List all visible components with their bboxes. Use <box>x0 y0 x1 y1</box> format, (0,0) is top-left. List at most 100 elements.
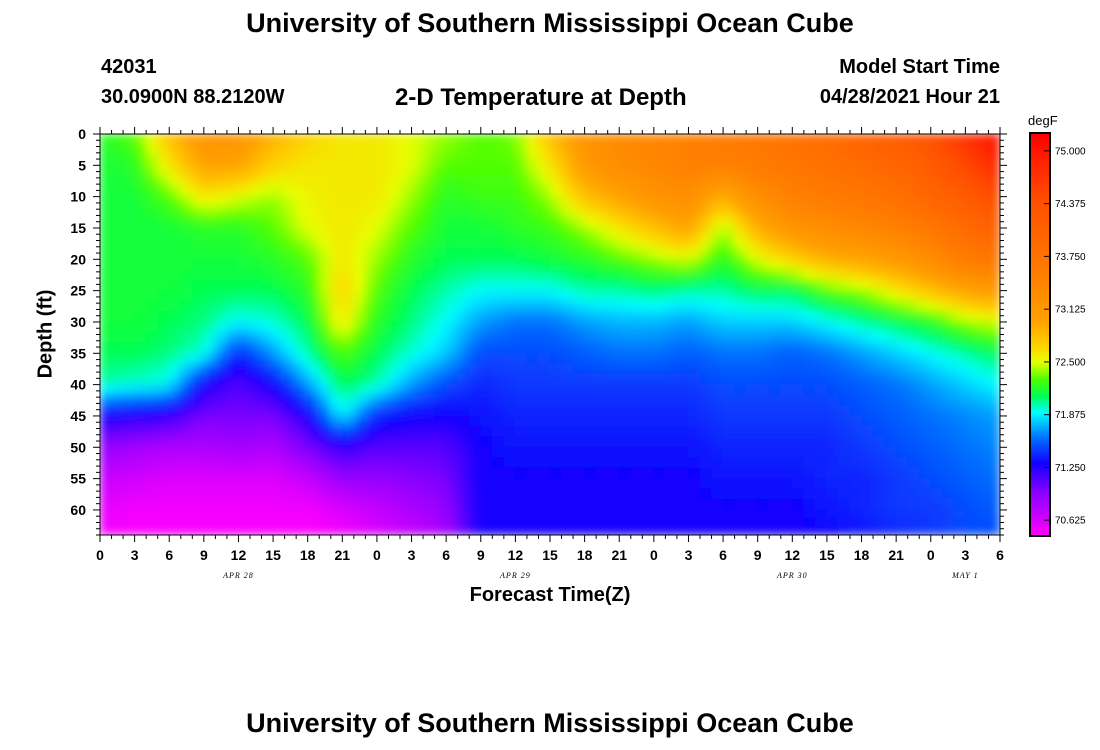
heatmap-cell <box>595 478 609 490</box>
heatmap-cell <box>203 363 216 375</box>
heatmap-cell <box>895 394 909 407</box>
heatmap-cell <box>699 321 713 333</box>
heatmap-cell <box>526 436 539 448</box>
heatmap-cell <box>699 352 713 365</box>
heatmap-cell <box>514 237 528 250</box>
heatmap-cell <box>203 405 216 417</box>
heatmap-cell <box>895 488 909 500</box>
heatmap-cell <box>122 488 136 500</box>
heatmap-cell <box>514 446 528 459</box>
heatmap-cell <box>157 185 170 198</box>
heatmap-cell <box>272 446 286 459</box>
heatmap-cell <box>837 352 851 365</box>
heatmap-cell <box>895 467 909 480</box>
heatmap-cell <box>861 488 874 500</box>
heatmap-cell <box>480 217 493 229</box>
heatmap-cell <box>641 509 655 519</box>
heatmap-cell <box>745 248 759 260</box>
heatmap-cell <box>630 342 643 354</box>
heatmap-cell <box>145 269 159 281</box>
heatmap-cell <box>226 143 239 156</box>
heatmap-cell <box>664 237 678 250</box>
heatmap-cell <box>630 311 643 323</box>
heatmap-cell <box>953 394 966 407</box>
heatmap-cell <box>618 217 632 229</box>
heatmap-cell <box>376 352 389 365</box>
heatmap-cell <box>976 517 989 528</box>
heatmap-cell <box>964 352 978 365</box>
heatmap-cell <box>953 478 966 490</box>
heatmap-cell <box>457 196 470 208</box>
heatmap-cell <box>249 498 263 511</box>
heatmap-cell <box>849 488 863 500</box>
heatmap-cell <box>572 269 586 281</box>
heatmap-cell <box>480 300 493 313</box>
heatmap-cell <box>145 498 159 511</box>
heatmap-cell <box>514 373 528 386</box>
heatmap-cell <box>134 217 147 229</box>
heatmap-cell <box>411 373 424 386</box>
heatmap-cell <box>826 498 839 511</box>
heatmap-cell <box>561 196 574 208</box>
heatmap-cell <box>849 248 863 260</box>
heatmap-cell <box>526 196 539 208</box>
heatmap-cell <box>607 467 620 480</box>
heatmap-cell <box>768 311 782 323</box>
heatmap-cell <box>711 143 724 156</box>
heatmap-cell <box>722 526 736 535</box>
heatmap-cell <box>168 363 182 375</box>
heatmap-cell <box>687 248 701 260</box>
heatmap-cell <box>330 373 343 386</box>
heatmap-cell <box>191 342 205 354</box>
heatmap-cell <box>930 517 943 528</box>
heatmap-cell <box>180 394 193 407</box>
heatmap-cell <box>849 217 863 229</box>
heatmap-cell <box>676 300 689 313</box>
heatmap-cell <box>353 394 366 407</box>
heatmap-cell <box>780 279 793 292</box>
heatmap-cell <box>526 363 539 375</box>
heatmap-cell <box>791 300 805 313</box>
plot-title: 2-D Temperature at Depth <box>395 84 687 111</box>
heatmap-cell <box>595 415 609 427</box>
heatmap-cell <box>699 478 713 490</box>
heatmap-cell <box>503 488 516 500</box>
heatmap-cell <box>676 227 689 239</box>
heatmap-cell <box>803 517 816 528</box>
heatmap-cell <box>237 509 251 519</box>
heatmap-cell <box>434 526 447 535</box>
heatmap-cell <box>261 134 274 145</box>
heatmap-cell <box>745 269 759 281</box>
heatmap-cell <box>249 526 263 535</box>
y-tick-label: 55 <box>70 471 86 487</box>
heatmap-cell <box>468 446 482 459</box>
station-position: 30.0900N 88.2120W <box>101 86 285 108</box>
heatmap-cell <box>457 311 470 323</box>
heatmap-cell <box>607 185 620 198</box>
heatmap-cell <box>826 373 839 386</box>
heatmap-cell <box>491 217 505 229</box>
heatmap-cell <box>953 154 966 166</box>
heatmap-cell <box>122 258 136 271</box>
heatmap-cell <box>768 517 782 528</box>
heatmap-cell <box>895 290 909 302</box>
heatmap-cell <box>214 373 228 386</box>
heatmap-cell <box>364 478 378 490</box>
heatmap-cell <box>814 206 828 219</box>
heatmap-cell <box>284 373 297 386</box>
heatmap-cell <box>100 206 113 219</box>
heatmap-cell <box>953 517 966 528</box>
heatmap-cell <box>261 185 274 198</box>
heatmap-cell <box>318 217 332 229</box>
heatmap-cell <box>168 290 182 302</box>
heatmap-cell <box>987 352 1000 365</box>
heatmap-cell <box>618 258 632 271</box>
heatmap-cell <box>641 498 655 511</box>
heatmap-cell <box>249 175 263 187</box>
heatmap-cell <box>537 237 551 250</box>
heatmap-cell <box>526 467 539 480</box>
heatmap-cell <box>468 342 482 354</box>
heatmap-cell <box>653 405 666 417</box>
heatmap-cell <box>630 498 643 511</box>
heatmap-cell <box>111 175 124 187</box>
